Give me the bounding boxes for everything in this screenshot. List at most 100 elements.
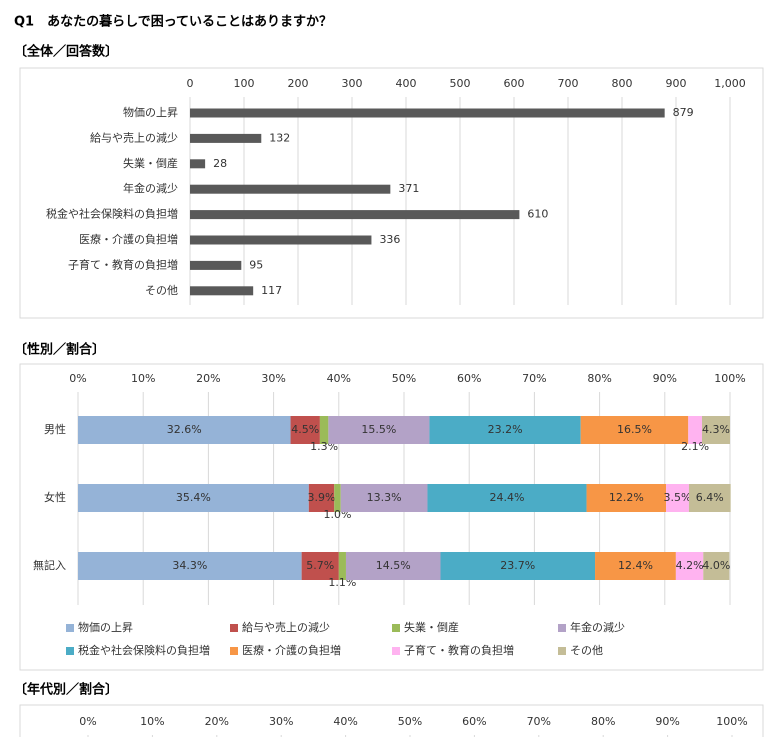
x-tick-label: 40% [333, 715, 357, 728]
data-label: 610 [527, 208, 548, 221]
chart-frame [19, 363, 764, 671]
legend-swatch [392, 624, 400, 632]
x-tick-label: 0% [79, 715, 96, 728]
legend-swatch [392, 647, 400, 655]
category-label: 無記入 [33, 558, 66, 572]
bar-segment [345, 552, 441, 580]
category-label: 子育て・教育の負担増 [68, 257, 178, 271]
data-label: 32.6% [167, 423, 202, 436]
bar-segment [340, 484, 428, 512]
bar-segment [666, 484, 689, 512]
data-label: 16.5% [617, 423, 652, 436]
data-label: 3.5% [664, 491, 692, 504]
x-tick-label: 100 [234, 77, 255, 90]
legend-label: 失業・倒産 [404, 621, 459, 634]
bar [190, 210, 520, 220]
x-tick-label: 70% [522, 372, 546, 385]
x-tick-label: 60% [462, 715, 486, 728]
x-tick-label: 30% [261, 372, 285, 385]
x-tick-label: 700 [558, 77, 579, 90]
data-label: 4.0% [702, 559, 730, 572]
x-tick-label: 30% [269, 715, 293, 728]
bar-segment [308, 484, 335, 512]
bar [190, 108, 665, 118]
bar [190, 133, 262, 143]
x-tick-label: 10% [131, 372, 155, 385]
bar-segment [688, 416, 702, 444]
bar-segment [301, 552, 339, 580]
x-tick-label: 200 [288, 77, 309, 90]
bar-segment [429, 416, 581, 444]
data-label: 24.4% [490, 491, 525, 504]
x-tick-label: 80% [591, 715, 615, 728]
section-label: 〔年代別／割合〕 [14, 682, 118, 698]
bar-segment [338, 552, 346, 580]
section-label: 〔性別／割合〕 [14, 342, 105, 358]
bar-segment [703, 552, 730, 580]
data-label: 5.7% [306, 559, 334, 572]
category-label: その他 [145, 284, 178, 297]
bar-segment [78, 416, 291, 444]
bar-segment [328, 416, 430, 444]
chart-frame [19, 704, 764, 737]
section-label: 〔全体／回答数〕 [14, 44, 118, 60]
data-label: 4.2% [676, 559, 704, 572]
data-label: 336 [379, 233, 400, 246]
category-label: 失業・倒産 [123, 157, 178, 170]
x-tick-label: 60% [457, 372, 481, 385]
data-label: 23.7% [500, 559, 535, 572]
bar [190, 159, 206, 169]
legend-label: 子育て・教育の負担増 [404, 643, 514, 657]
x-tick-label: 20% [205, 715, 229, 728]
x-tick-label: 300 [342, 77, 363, 90]
data-label: 35.4% [176, 491, 211, 504]
data-label: 4.3% [702, 423, 730, 436]
bar-segment [580, 416, 689, 444]
x-tick-label: 10% [140, 715, 164, 728]
data-label: 34.3% [172, 559, 207, 572]
legend-swatch [66, 624, 74, 632]
category-label: 年金の減少 [123, 181, 178, 195]
category-label: 男性 [44, 422, 66, 436]
data-label: 95 [249, 258, 263, 271]
x-tick-label: 1,000 [714, 77, 746, 90]
legend-swatch [558, 647, 566, 655]
bar-segment [78, 552, 302, 580]
data-label: 879 [673, 106, 694, 119]
data-label: 12.2% [609, 491, 644, 504]
bar-segment [78, 484, 309, 512]
bar-segment [334, 484, 341, 512]
data-label: 6.4% [696, 491, 724, 504]
x-tick-label: 900 [666, 77, 687, 90]
data-label: 28 [213, 157, 227, 170]
x-tick-label: 0 [187, 77, 194, 90]
x-tick-label: 40% [327, 372, 351, 385]
legend-swatch [558, 624, 566, 632]
legend-swatch [66, 647, 74, 655]
data-label: 371 [398, 182, 419, 195]
legend-label: 給与や売上の減少 [242, 620, 330, 634]
chart-frame [19, 67, 764, 319]
x-tick-label: 100% [714, 372, 745, 385]
x-tick-label: 400 [396, 77, 417, 90]
category-label: 医療・介護の負担増 [79, 232, 178, 246]
bar [190, 286, 254, 296]
category-label: 税金や社会保険料の負担増 [46, 207, 178, 221]
x-tick-label: 500 [450, 77, 471, 90]
data-label: 15.5% [361, 423, 396, 436]
data-label: 132 [269, 131, 290, 144]
bar-segment [427, 484, 587, 512]
x-tick-label: 90% [653, 372, 677, 385]
category-label: 給与や売上の減少 [90, 130, 178, 144]
data-label: 23.2% [488, 423, 523, 436]
bar [190, 260, 242, 270]
legend-swatch [230, 647, 238, 655]
legend-label: 物価の上昇 [78, 620, 133, 634]
page-title: Q1 あなたの暮らしで困っていることはありますか？ [14, 14, 332, 30]
data-label: 13.3% [367, 491, 402, 504]
x-tick-label: 50% [392, 372, 416, 385]
bar-segment [440, 552, 596, 580]
x-tick-label: 70% [527, 715, 551, 728]
legend-label: 年金の減少 [570, 620, 625, 634]
